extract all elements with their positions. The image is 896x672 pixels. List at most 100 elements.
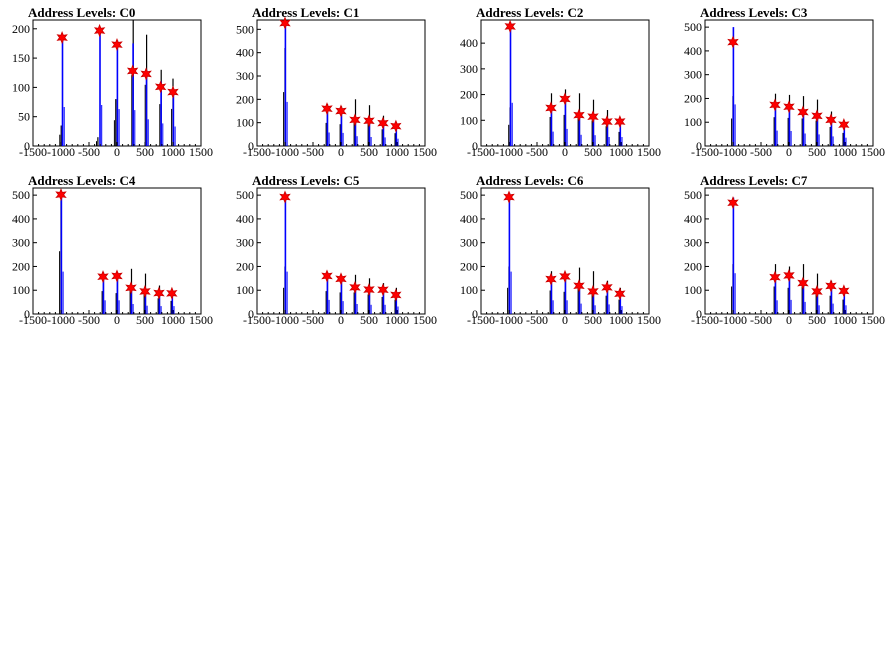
peak-marker bbox=[93, 23, 106, 38]
blue-spike bbox=[61, 34, 64, 146]
blue-spike bbox=[162, 123, 164, 146]
y-tick-label: 200 bbox=[12, 259, 30, 273]
y-tick-label: 400 bbox=[460, 212, 478, 226]
peak-marker bbox=[390, 119, 402, 133]
blue-spike bbox=[354, 285, 357, 314]
black-spike bbox=[129, 289, 131, 314]
black-spike bbox=[731, 286, 733, 314]
y-tick-label: 300 bbox=[236, 69, 254, 83]
peak-marker bbox=[139, 284, 151, 298]
x-tick-label: 0 bbox=[114, 145, 120, 159]
black-spike bbox=[591, 290, 593, 314]
y-tick-label: 100 bbox=[460, 283, 478, 297]
peak-marker bbox=[727, 196, 739, 210]
peak-marker bbox=[727, 35, 739, 49]
blue-spike bbox=[326, 273, 329, 314]
x-tick-label: 500 bbox=[136, 313, 154, 327]
peak-marker bbox=[167, 85, 179, 99]
peak-marker bbox=[559, 269, 571, 283]
blue-spike bbox=[508, 192, 511, 314]
black-spike bbox=[394, 133, 396, 146]
blue-spike bbox=[368, 120, 371, 146]
y-tick-label: 100 bbox=[460, 113, 478, 127]
x-tick-label: -500 bbox=[750, 145, 772, 159]
blue-spike bbox=[63, 107, 65, 146]
black-spike bbox=[815, 120, 817, 146]
black-spike bbox=[144, 84, 146, 146]
blue-spike bbox=[606, 120, 609, 146]
blue-spike bbox=[382, 287, 385, 314]
blue-spike bbox=[146, 305, 148, 314]
y-tick-label: 200 bbox=[684, 91, 702, 105]
y-tick-label: 0 bbox=[472, 139, 478, 153]
blue-spike bbox=[564, 274, 567, 314]
y-tick-label: 500 bbox=[12, 188, 30, 202]
blue-spike bbox=[802, 279, 805, 314]
black-spike bbox=[801, 286, 803, 314]
blue-spike bbox=[171, 291, 174, 314]
x-tick-label: 0 bbox=[562, 145, 568, 159]
y-tick-label: 100 bbox=[12, 283, 30, 297]
chart-panel-5: Address Levels: C5-1500 -1000 -500 0 500 1000… bbox=[236, 173, 437, 327]
blue-spike bbox=[160, 306, 162, 314]
black-spike bbox=[842, 299, 844, 314]
black-spike bbox=[394, 299, 396, 314]
y-tick-label: 500 bbox=[684, 188, 702, 202]
blue-spike bbox=[804, 133, 806, 146]
blue-spike bbox=[340, 108, 343, 146]
x-tick-label: -500 bbox=[78, 313, 100, 327]
chart-title: Address Levels: C3 bbox=[700, 5, 808, 20]
blue-spike bbox=[101, 105, 103, 146]
blue-spike bbox=[368, 287, 371, 314]
y-tick-label: 0 bbox=[248, 307, 254, 321]
black-spike bbox=[143, 291, 145, 314]
blue-spike bbox=[776, 130, 778, 146]
y-tick-label: 400 bbox=[684, 212, 702, 226]
y-tick-label: 400 bbox=[684, 44, 702, 58]
blue-spike bbox=[566, 128, 568, 146]
y-tick-label: 300 bbox=[12, 236, 30, 250]
black-spike bbox=[605, 126, 607, 146]
x-tick-label: -1500 bbox=[243, 145, 271, 159]
y-tick-label: 0 bbox=[24, 139, 30, 153]
black-spike bbox=[829, 295, 831, 314]
black-spike bbox=[283, 92, 285, 146]
blue-spike bbox=[134, 110, 136, 146]
plot-area bbox=[59, 20, 176, 146]
x-tick-label: 500 bbox=[808, 313, 826, 327]
blue-spike bbox=[550, 104, 553, 146]
x-tick-label: 1000 bbox=[385, 313, 409, 327]
black-spike bbox=[577, 117, 579, 146]
plot-area bbox=[283, 192, 399, 314]
blue-spike bbox=[395, 125, 398, 146]
black-spike bbox=[508, 124, 510, 146]
peak-marker bbox=[154, 80, 167, 94]
peak-marker bbox=[335, 272, 347, 286]
chart-panel-1: Address Levels: C1-1500 -1000 -500 0 500 1000… bbox=[236, 5, 437, 159]
black-spike bbox=[325, 122, 327, 146]
blue-spike bbox=[60, 192, 63, 314]
blue-spike bbox=[732, 197, 735, 314]
x-tick-label: -1500 bbox=[243, 313, 271, 327]
x-tick-label: -500 bbox=[302, 145, 324, 159]
blue-spike bbox=[370, 304, 372, 314]
chart-panel-4: Address Levels: C4-1500 -1000 -500 0 500 1000… bbox=[12, 173, 213, 327]
black-spike bbox=[170, 300, 172, 314]
blue-spike bbox=[818, 134, 820, 146]
blue-spike bbox=[397, 138, 399, 146]
blue-spike bbox=[830, 284, 833, 314]
blue-spike bbox=[552, 300, 554, 314]
x-tick-label: -1500 bbox=[691, 313, 719, 327]
y-tick-label: 400 bbox=[12, 212, 30, 226]
black-spike bbox=[113, 120, 115, 146]
y-tick-label: 500 bbox=[236, 188, 254, 202]
x-tick-label: 1500 bbox=[189, 313, 213, 327]
blue-spike bbox=[734, 104, 736, 146]
chart-title: Address Levels: C1 bbox=[252, 5, 359, 20]
black-spike bbox=[325, 291, 327, 314]
peak-marker bbox=[573, 279, 585, 293]
black-spike bbox=[549, 117, 551, 146]
blue-spike bbox=[816, 112, 819, 146]
peak-marker bbox=[811, 109, 823, 123]
x-tick-label: -1000 bbox=[271, 145, 299, 159]
